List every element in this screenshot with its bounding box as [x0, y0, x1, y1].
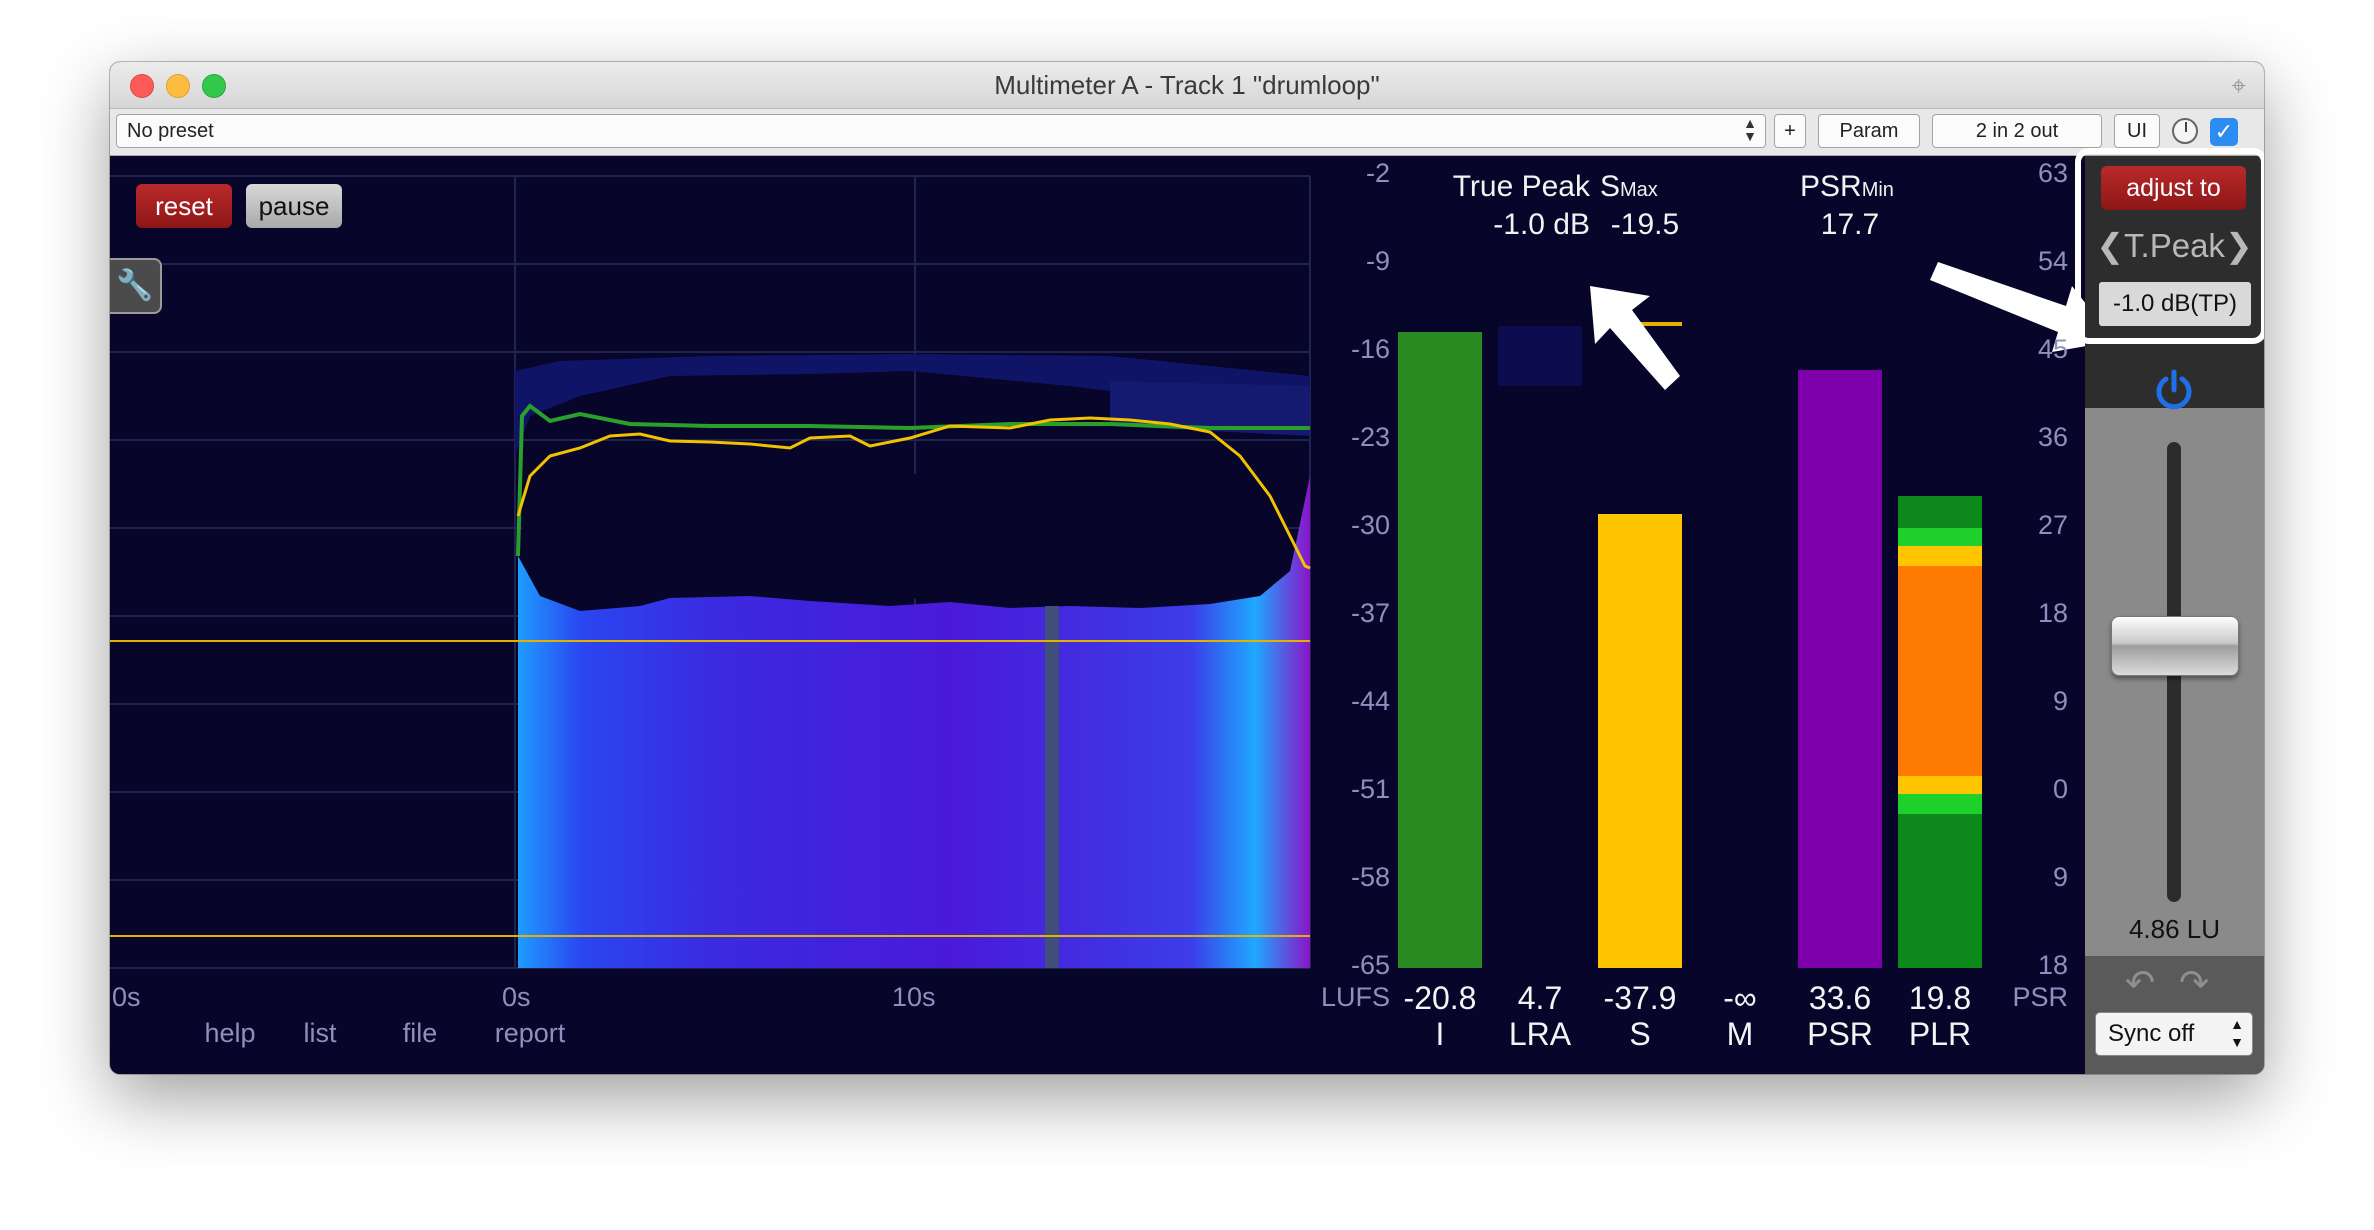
- sync-select[interactable]: Sync off ▲ ▼: [2095, 1012, 2253, 1056]
- meter-label-plr: PLR: [1908, 1016, 1972, 1052]
- window-title: Multimeter A - Track 1 "drumloop": [994, 70, 1380, 100]
- lufs-tick: -23: [1350, 422, 1390, 452]
- lufs-tick: -58: [1350, 862, 1390, 892]
- gain-fader-handle[interactable]: [2111, 616, 2239, 676]
- chevron-left-icon[interactable]: ❮: [2096, 227, 2125, 264]
- lufs-tick: -37: [1350, 598, 1390, 628]
- psrmin-sub: Min: [1861, 179, 1894, 201]
- true-peak-value: -1.0 dB: [1493, 208, 1590, 241]
- smax-label-text: S: [1600, 170, 1621, 203]
- psrmin-value: 17.7: [1820, 208, 1880, 241]
- lufs-tick: -30: [1350, 510, 1390, 540]
- ui-button[interactable]: UI: [2114, 114, 2160, 148]
- check-icon[interactable]: ✓: [2210, 118, 2238, 146]
- psr-tick: 9: [2052, 686, 2068, 716]
- plugin-window: Multimeter A - Track 1 "drumloop" ⌖ No p…: [110, 62, 2264, 1074]
- meter-label-lra: LRA: [1508, 1016, 1572, 1052]
- psr-tick: 36: [2037, 422, 2068, 452]
- meter-label-s: S: [1629, 1016, 1651, 1052]
- psr-tick: 45: [2037, 334, 2068, 364]
- time-label: 0s: [502, 982, 531, 1012]
- preset-label: No preset: [127, 120, 214, 142]
- power-icon[interactable]: [2151, 368, 2197, 414]
- smax-value: -19.5: [1610, 208, 1680, 241]
- sync-stepper-icon[interactable]: ▲ ▼: [2230, 1016, 2244, 1050]
- psr-tick: 9: [2052, 862, 2068, 892]
- meter-value-m: -∞: [1723, 980, 1757, 1016]
- add-preset-button[interactable]: +: [1774, 114, 1806, 148]
- meter-value-lra: 4.7: [1517, 980, 1563, 1016]
- psrmin-label-text: PSR: [1800, 170, 1862, 203]
- meter-value-s: -37.9: [1603, 980, 1677, 1016]
- param-button[interactable]: Param: [1818, 114, 1920, 148]
- meter-value-psr: 33.6: [1808, 980, 1872, 1016]
- psrmin-label: PSRMin: [1800, 170, 1930, 204]
- meter-label-i: I: [1435, 1016, 1445, 1052]
- file-link[interactable]: file: [402, 1018, 438, 1048]
- adjust-to-button[interactable]: adjust to: [2101, 166, 2246, 210]
- minimize-button[interactable]: [166, 74, 190, 98]
- close-button[interactable]: [130, 74, 154, 98]
- lufs-tick: -9: [1365, 246, 1390, 276]
- preset-select[interactable]: No preset ▲ ▼: [116, 114, 1766, 148]
- host-toolbar: No preset ▲ ▼ + Param 2 in 2 out UI ✓: [110, 109, 2264, 156]
- highlight-box: [2075, 148, 2264, 344]
- psr-tick: 27: [2037, 510, 2068, 540]
- gain-readout: 4.86 LU: [2128, 914, 2221, 944]
- zoom-button[interactable]: [202, 74, 226, 98]
- help-link[interactable]: help: [204, 1018, 256, 1048]
- psr-tick: 18: [2037, 598, 2068, 628]
- title-bar: Multimeter A - Track 1 "drumloop" ⌖: [110, 62, 2264, 109]
- lufs-tick: -65: [1350, 950, 1390, 980]
- true-peak-label: True Peak: [1452, 170, 1590, 203]
- meter-label-psr: PSR: [1807, 1016, 1873, 1052]
- meter-label-m: M: [1726, 1016, 1754, 1052]
- report-link[interactable]: report: [494, 1018, 566, 1048]
- chevron-right-icon[interactable]: ❯: [2224, 227, 2253, 264]
- lufs-tick: -2: [1365, 158, 1390, 188]
- knob-icon[interactable]: [2172, 118, 2198, 144]
- psr-tick: 54: [2037, 246, 2068, 276]
- io-config-button[interactable]: 2 in 2 out: [1932, 114, 2102, 148]
- plugin-panel: reset pause 🔧 0s 0s 10s help list file r…: [110, 156, 2264, 1074]
- lufs-unit: LUFS: [1320, 982, 1390, 1012]
- target-value-field[interactable]: -1.0 dB(TP): [2099, 282, 2251, 326]
- psr-unit: PSR: [2012, 982, 2068, 1012]
- psr-tick: 0: [2052, 774, 2068, 804]
- pause-button[interactable]: pause: [246, 184, 342, 228]
- time-label: 10s: [892, 982, 936, 1012]
- gain-panel: adjust to ❮T.Peak❯ -1.0 dB(TP) 4.86 LU ↶…: [2075, 148, 2264, 1074]
- mode-label: T.Peak: [2124, 227, 2225, 264]
- reset-button[interactable]: reset: [136, 184, 232, 228]
- lufs-tick: -44: [1350, 686, 1390, 716]
- pin-icon[interactable]: ⌖: [2231, 70, 2246, 100]
- lufs-tick: -51: [1350, 774, 1390, 804]
- mode-selector[interactable]: ❮T.Peak❯: [2093, 222, 2256, 270]
- list-link[interactable]: list: [303, 1018, 337, 1048]
- meter-value-i: -20.8: [1403, 980, 1477, 1016]
- wrench-icon[interactable]: 🔧: [110, 258, 162, 314]
- sync-label: Sync off: [2108, 1020, 2195, 1047]
- preset-stepper-icon[interactable]: ▲ ▼: [1743, 115, 1757, 144]
- redo-icon[interactable]: ↷: [2179, 962, 2210, 1003]
- undo-icon[interactable]: ↶: [2125, 962, 2156, 1003]
- psr-tick: 18: [2037, 950, 2068, 980]
- meter-value-plr: 19.8: [1908, 980, 1972, 1016]
- time-label: 0s: [112, 982, 141, 1012]
- loudness-graph: [110, 175, 2085, 969]
- smax-label: SMax: [1600, 170, 1700, 204]
- lufs-tick: -16: [1350, 334, 1390, 364]
- psr-tick: 63: [2037, 158, 2068, 188]
- smax-sub: Max: [1620, 179, 1658, 201]
